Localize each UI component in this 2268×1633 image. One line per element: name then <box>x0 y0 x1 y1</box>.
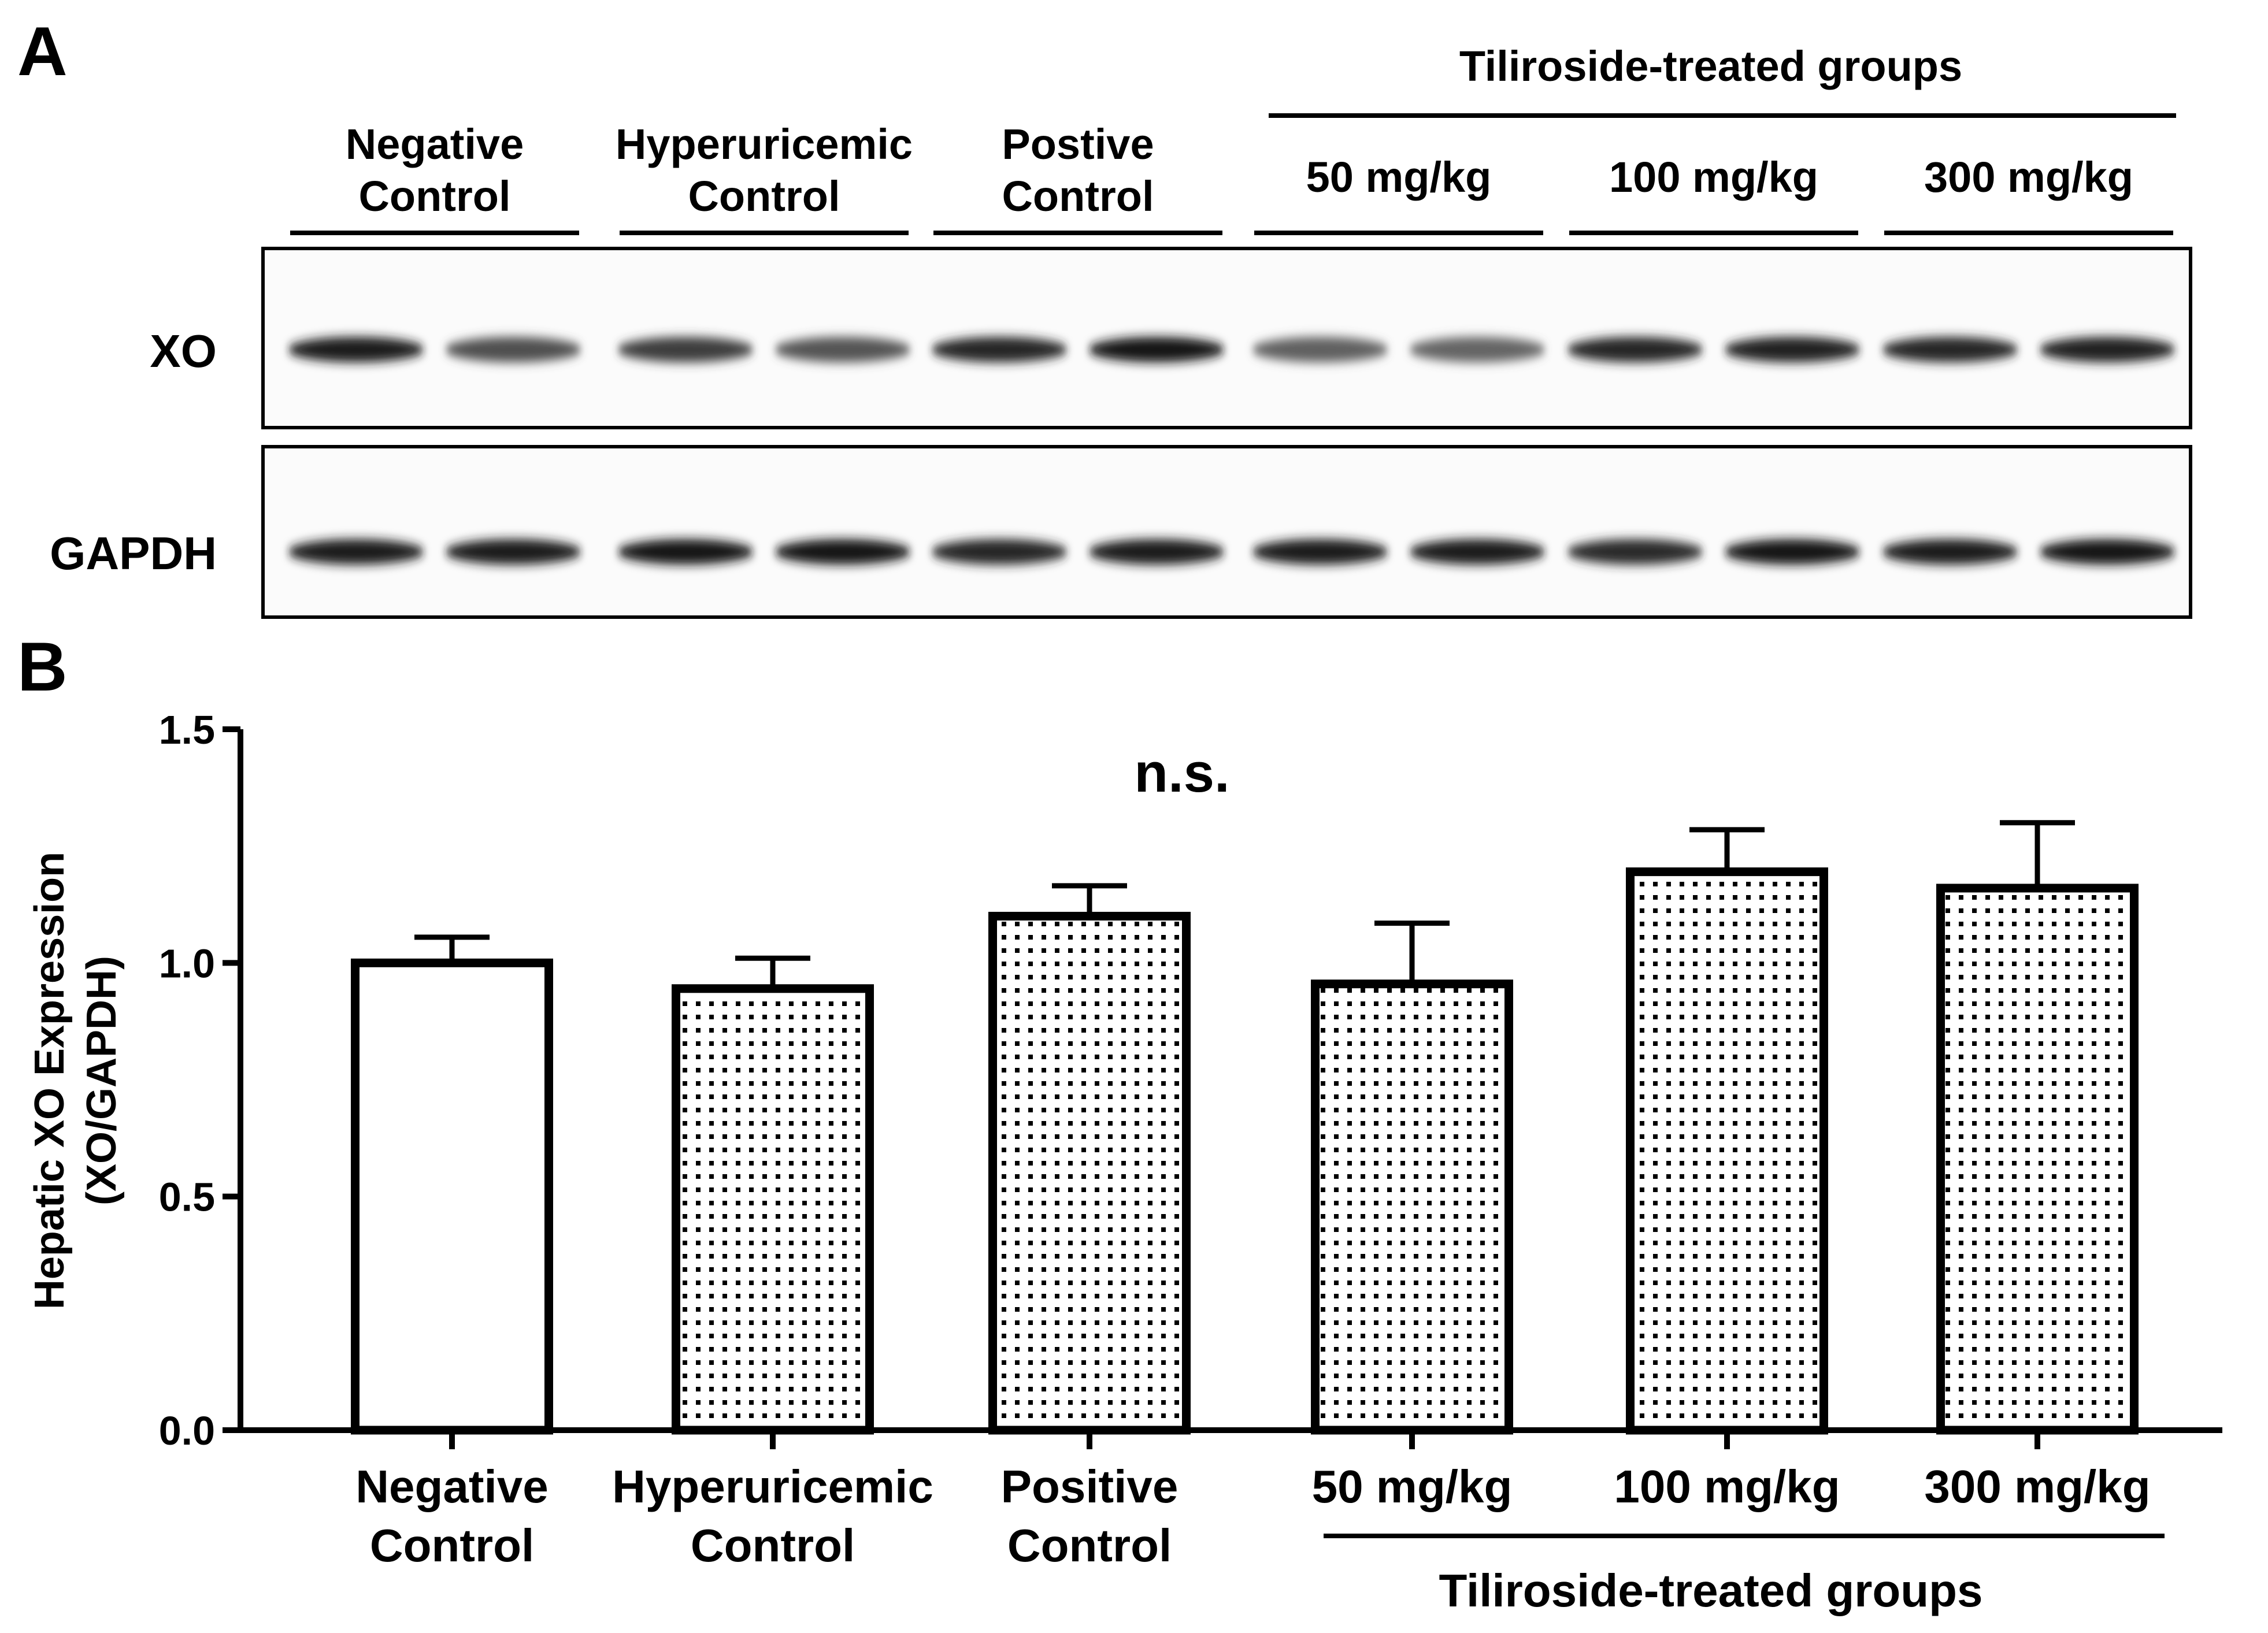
y-tick-label: 0.5 <box>159 1175 215 1220</box>
lane-group-label-line1: Postive <box>1002 120 1154 168</box>
xo-band <box>1409 337 1546 362</box>
gapdh-band <box>1252 539 1388 565</box>
bar <box>1311 979 1513 1435</box>
xo-band <box>2039 337 2176 362</box>
xo-band <box>1882 337 2018 362</box>
xo-band <box>288 337 424 362</box>
y-axis-title: Hepatic XO Expression (XO/GAPDH) <box>27 852 125 1309</box>
xo-band <box>931 337 1068 362</box>
y-tick-label: 1.0 <box>159 941 215 986</box>
lane-group-label: 100 mg/kg <box>1609 153 1818 201</box>
gapdh-band <box>445 539 581 565</box>
xo-blot-label: XO <box>150 325 217 377</box>
lane-group-header: 300 mg/kg <box>1884 153 2173 235</box>
xo-band <box>1088 337 1225 362</box>
xo-band <box>774 337 911 362</box>
xo-blot: XO <box>150 247 2192 429</box>
x-category-label: Hyperuricemic <box>612 1461 933 1512</box>
x-category-label-line2: Control <box>370 1520 534 1571</box>
x-category-label: 300 mg/kg <box>1924 1461 2150 1512</box>
gapdh-band <box>1724 539 1861 565</box>
panel-b-letter: B <box>17 628 68 706</box>
bars <box>351 820 2139 1435</box>
y-tick-label: 0.0 <box>159 1408 215 1453</box>
group-bracket-label: Tiliroside-treated groups <box>1439 1565 1983 1616</box>
x-category-label-line2: Control <box>1007 1520 1172 1571</box>
x-axis-categories: Negative Control Hyperuricemic Control Posit… <box>355 1430 2151 1571</box>
lane-group-label-line1: Hyperuricemic <box>616 120 913 168</box>
ns-annotation: n.s. <box>1134 742 1229 804</box>
bar <box>351 958 553 1435</box>
tiliroside-header: Tiliroside-treated groups <box>1459 42 1962 90</box>
gapdh-band <box>288 539 424 565</box>
lane-group-header: 100 mg/kg <box>1569 153 1858 235</box>
x-category-label-line2: Control <box>691 1520 855 1571</box>
gapdh-band <box>2039 539 2176 565</box>
gapdh-band <box>617 539 754 565</box>
xo-band <box>1567 337 1703 362</box>
gapdh-blot: GAPDH <box>50 445 2192 619</box>
gapdh-band <box>774 539 911 565</box>
xo-band <box>1252 337 1388 362</box>
gapdh-band <box>931 539 1068 565</box>
lane-group-label: 300 mg/kg <box>1924 153 2133 201</box>
lane-group-headers: NegativeControlHyperuricemicControlPosti… <box>290 120 2173 235</box>
lane-group-header: 50 mg/kg <box>1254 153 1543 235</box>
y-axis-title-line2: (XO/GAPDH) <box>79 956 125 1205</box>
lane-group-label-line2: Control <box>688 172 840 220</box>
bar <box>1936 884 2139 1435</box>
gapdh-band <box>1567 539 1703 565</box>
x-category-label: 100 mg/kg <box>1614 1461 1840 1512</box>
gapdh-band <box>1088 539 1225 565</box>
lane-group-label-line2: Control <box>358 172 510 220</box>
gapdh-band <box>1882 539 2018 565</box>
xo-bands <box>288 337 2176 362</box>
y-tick-label: 1.5 <box>159 707 215 752</box>
bar <box>1626 867 1828 1435</box>
gapdh-bands <box>288 539 2176 565</box>
bar <box>672 984 874 1435</box>
panel-a-letter: A <box>17 13 68 90</box>
lane-group-label: 50 mg/kg <box>1306 153 1492 201</box>
bar <box>988 911 1191 1435</box>
x-category-label: 50 mg/kg <box>1312 1461 1513 1512</box>
lane-group-label-line2: Control <box>1002 172 1154 220</box>
y-axis-title-line1: Hepatic XO Expression <box>27 852 73 1309</box>
xo-blot-frame <box>261 247 2192 429</box>
xo-band <box>617 337 754 362</box>
x-category-label: Positive <box>1001 1461 1179 1512</box>
y-axis-ticks: 0.0 0.5 1.0 1.5 <box>159 707 240 1453</box>
gapdh-blot-label: GAPDH <box>50 528 217 579</box>
lane-group-label-line1: Negative <box>346 120 524 168</box>
panel-b: B Hepatic XO Expression (XO/GAPDH) 0.00.… <box>17 628 2222 1616</box>
xo-band <box>1724 337 1861 362</box>
gapdh-blot-frame <box>261 445 2192 619</box>
panel-a: A Tiliroside-treated groups NegativeCont… <box>17 13 2192 619</box>
x-category-label: Negative <box>355 1461 548 1512</box>
xo-band <box>445 337 581 362</box>
gapdh-band <box>1409 539 1546 565</box>
